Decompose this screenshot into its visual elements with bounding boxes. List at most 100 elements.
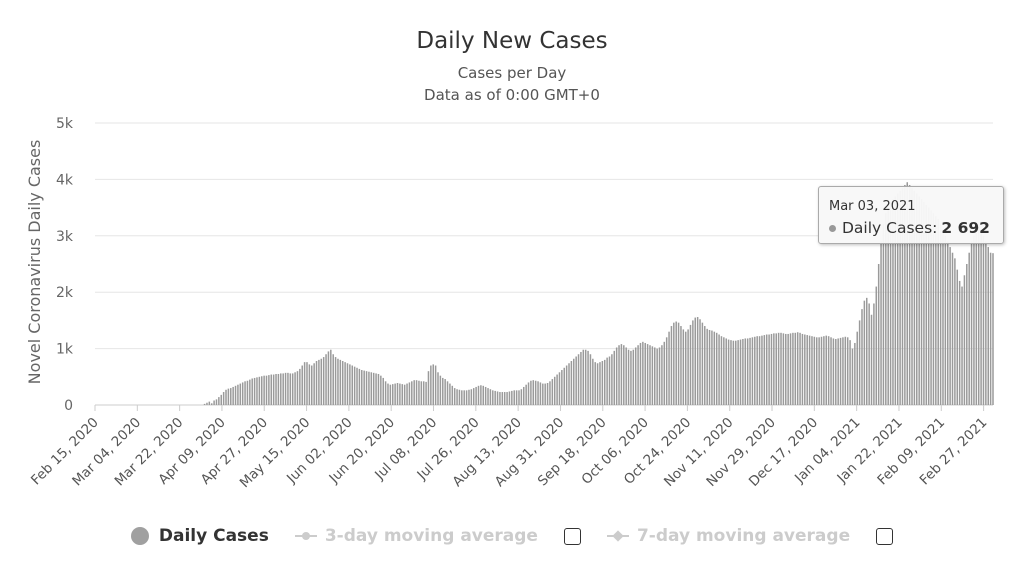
bar[interactable]: [346, 363, 349, 405]
bar[interactable]: [365, 371, 368, 405]
bar[interactable]: [422, 381, 425, 405]
bar[interactable]: [482, 385, 485, 405]
bar[interactable]: [265, 375, 268, 405]
bar[interactable]: [270, 374, 273, 405]
bar[interactable]: [858, 320, 861, 405]
bar[interactable]: [773, 333, 775, 405]
bar[interactable]: [963, 275, 966, 405]
bar[interactable]: [946, 241, 949, 405]
bar[interactable]: [258, 376, 261, 405]
bar[interactable]: [720, 336, 723, 405]
bar[interactable]: [389, 384, 392, 405]
bar[interactable]: [785, 333, 787, 405]
bar[interactable]: [332, 354, 334, 405]
bar[interactable]: [877, 264, 880, 405]
bar[interactable]: [375, 373, 377, 405]
bar[interactable]: [427, 371, 430, 405]
bar[interactable]: [218, 397, 220, 405]
bar[interactable]: [239, 383, 242, 405]
bar[interactable]: [263, 375, 265, 405]
bar[interactable]: [380, 375, 382, 405]
bar[interactable]: [542, 383, 544, 405]
bar[interactable]: [537, 381, 539, 405]
bar[interactable]: [470, 389, 473, 405]
bar[interactable]: [849, 340, 851, 405]
bar[interactable]: [649, 345, 651, 405]
bar[interactable]: [827, 336, 830, 405]
legend-item-daily-cases[interactable]: Daily Cases: [130, 526, 269, 546]
bar[interactable]: [268, 375, 270, 405]
bar[interactable]: [706, 328, 708, 405]
bar[interactable]: [530, 380, 532, 405]
bar[interactable]: [718, 334, 720, 406]
bar[interactable]: [294, 372, 296, 405]
bar[interactable]: [908, 185, 911, 405]
bar[interactable]: [508, 391, 511, 405]
bar[interactable]: [792, 332, 794, 405]
bar[interactable]: [215, 399, 218, 405]
bar[interactable]: [975, 230, 978, 405]
bar[interactable]: [601, 361, 604, 405]
bar[interactable]: [727, 339, 730, 405]
bar[interactable]: [418, 380, 420, 405]
bar[interactable]: [708, 329, 711, 405]
bar[interactable]: [804, 334, 806, 406]
bar[interactable]: [580, 351, 582, 405]
bar[interactable]: [689, 324, 692, 405]
bar[interactable]: [534, 380, 537, 405]
bar[interactable]: [823, 336, 825, 405]
bar[interactable]: [280, 373, 282, 405]
bar[interactable]: [351, 365, 354, 405]
bar[interactable]: [842, 337, 844, 405]
bar[interactable]: [349, 364, 351, 405]
bar[interactable]: [260, 376, 263, 405]
bar[interactable]: [442, 377, 444, 405]
bar[interactable]: [311, 365, 313, 405]
bar[interactable]: [904, 185, 906, 405]
bar[interactable]: [596, 363, 599, 405]
bar[interactable]: [487, 388, 489, 405]
bar[interactable]: [992, 253, 994, 405]
bar[interactable]: [987, 247, 989, 405]
legend-item-3-day-average[interactable]: 3-day moving average: [294, 526, 538, 546]
bar[interactable]: [313, 363, 315, 405]
bar[interactable]: [394, 383, 396, 405]
bar[interactable]: [511, 390, 513, 405]
bar[interactable]: [658, 347, 661, 405]
bar[interactable]: [887, 207, 889, 405]
bar[interactable]: [408, 382, 411, 405]
bar[interactable]: [230, 388, 232, 405]
bar[interactable]: [668, 331, 670, 405]
bar[interactable]: [484, 386, 487, 405]
bar[interactable]: [520, 389, 523, 405]
bar[interactable]: [927, 207, 930, 405]
bar[interactable]: [868, 303, 870, 405]
bar[interactable]: [654, 347, 656, 405]
bar[interactable]: [306, 362, 308, 405]
bar[interactable]: [632, 349, 635, 405]
bar[interactable]: [589, 354, 592, 405]
bar[interactable]: [458, 389, 461, 405]
bar[interactable]: [506, 392, 508, 405]
bar[interactable]: [330, 349, 332, 405]
bar[interactable]: [861, 309, 863, 405]
bar[interactable]: [966, 264, 968, 405]
bar[interactable]: [387, 383, 389, 405]
bar[interactable]: [492, 390, 494, 405]
bar[interactable]: [885, 213, 887, 405]
bar[interactable]: [461, 390, 463, 405]
bar[interactable]: [513, 390, 515, 405]
bar[interactable]: [754, 336, 756, 405]
bar[interactable]: [675, 321, 677, 405]
bar[interactable]: [251, 378, 253, 405]
bar[interactable]: [553, 376, 556, 405]
bar[interactable]: [472, 388, 475, 405]
bar[interactable]: [777, 332, 780, 405]
bar[interactable]: [308, 364, 311, 405]
bar[interactable]: [475, 386, 477, 405]
bar[interactable]: [411, 381, 413, 405]
bar[interactable]: [556, 374, 558, 405]
bar[interactable]: [939, 224, 942, 405]
bar[interactable]: [392, 384, 394, 405]
bar[interactable]: [670, 326, 673, 405]
